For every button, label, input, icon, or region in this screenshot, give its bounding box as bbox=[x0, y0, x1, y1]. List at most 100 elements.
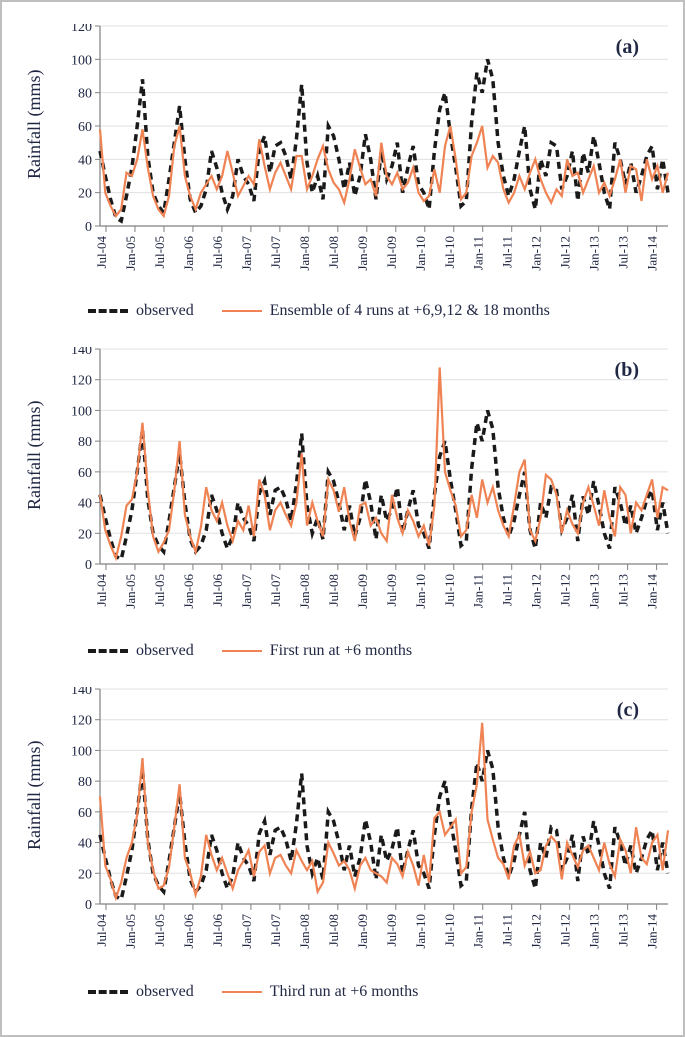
svg-text:Jan-06: Jan-06 bbox=[181, 914, 196, 949]
svg-text:Jul-07: Jul-07 bbox=[268, 574, 283, 607]
svg-text:Jan-11: Jan-11 bbox=[471, 236, 486, 270]
svg-text:Jan-07: Jan-07 bbox=[239, 574, 254, 609]
svg-text:Jul-05: Jul-05 bbox=[152, 914, 167, 947]
svg-text:Jul-04: Jul-04 bbox=[94, 914, 109, 947]
legend-item-observed: observed bbox=[88, 642, 194, 660]
svg-text:Jul-13: Jul-13 bbox=[616, 236, 631, 269]
chart-svg-b: 020406080100120140Jul-04Jan-05Jul-05Jan-… bbox=[18, 347, 672, 616]
legend-swatch-model bbox=[222, 991, 262, 993]
legend-label-observed: observed bbox=[136, 983, 194, 1001]
svg-text:Jan-13: Jan-13 bbox=[587, 574, 602, 609]
svg-text:120: 120 bbox=[71, 24, 92, 35]
svg-text:Jan-05: Jan-05 bbox=[123, 236, 138, 271]
svg-text:Jan-13: Jan-13 bbox=[587, 236, 602, 271]
svg-text:20: 20 bbox=[78, 187, 92, 202]
svg-text:100: 100 bbox=[71, 53, 92, 68]
svg-text:120: 120 bbox=[71, 374, 92, 389]
svg-text:20: 20 bbox=[78, 527, 92, 542]
legend-a: observed Ensemble of 4 runs at +6,9,12 & … bbox=[88, 296, 663, 326]
svg-text:140: 140 bbox=[71, 347, 92, 358]
svg-text:Jan-10: Jan-10 bbox=[413, 914, 428, 949]
legend-item-observed: observed bbox=[88, 302, 194, 320]
svg-text:60: 60 bbox=[78, 806, 92, 821]
svg-text:Jan-10: Jan-10 bbox=[413, 236, 428, 271]
svg-text:Jul-06: Jul-06 bbox=[210, 236, 225, 269]
svg-text:Jan-09: Jan-09 bbox=[355, 914, 370, 949]
legend-swatch-observed bbox=[88, 990, 128, 994]
svg-text:80: 80 bbox=[78, 435, 92, 450]
svg-text:Jan-06: Jan-06 bbox=[181, 236, 196, 271]
svg-text:Jan-14: Jan-14 bbox=[645, 236, 660, 271]
svg-text:Jan-13: Jan-13 bbox=[587, 914, 602, 949]
panel-c: Rainfall (mms)(c)020406080100120140Jul-0… bbox=[18, 687, 667, 962]
panel-b: Rainfall (mms)(b)020406080100120140Jul-0… bbox=[18, 347, 667, 622]
svg-text:Jul-08: Jul-08 bbox=[326, 914, 341, 947]
svg-text:Jul-12: Jul-12 bbox=[558, 236, 573, 269]
svg-text:Jul-07: Jul-07 bbox=[268, 914, 283, 947]
svg-text:Jul-08: Jul-08 bbox=[326, 574, 341, 607]
legend-label-observed: observed bbox=[136, 642, 194, 660]
svg-text:0: 0 bbox=[85, 558, 92, 573]
legend-item-model: First run at +6 months bbox=[222, 642, 412, 660]
svg-text:Jul-11: Jul-11 bbox=[500, 574, 515, 606]
svg-text:Jul-06: Jul-06 bbox=[210, 574, 225, 607]
svg-text:Jan-11: Jan-11 bbox=[471, 914, 486, 948]
svg-text:Jul-08: Jul-08 bbox=[326, 236, 341, 269]
legend-item-model: Ensemble of 4 runs at +6,9,12 & 18 month… bbox=[222, 302, 550, 320]
svg-text:Jan-12: Jan-12 bbox=[529, 574, 544, 609]
svg-text:Jan-14: Jan-14 bbox=[645, 914, 660, 949]
figure-root: Rainfall (mms)(a)020406080100120Jul-04Ja… bbox=[0, 0, 685, 1037]
svg-text:Jan-08: Jan-08 bbox=[297, 914, 312, 949]
svg-text:Jan-08: Jan-08 bbox=[297, 236, 312, 271]
svg-text:Jul-11: Jul-11 bbox=[500, 914, 515, 946]
svg-text:Jul-12: Jul-12 bbox=[558, 914, 573, 947]
svg-text:Jan-06: Jan-06 bbox=[181, 574, 196, 609]
legend-label-model: Third run at +6 months bbox=[270, 983, 419, 1001]
svg-text:Jul-13: Jul-13 bbox=[616, 914, 631, 947]
legend-item-model: Third run at +6 months bbox=[222, 983, 419, 1001]
svg-text:40: 40 bbox=[78, 497, 92, 512]
svg-text:Jul-05: Jul-05 bbox=[152, 574, 167, 607]
svg-text:Jan-08: Jan-08 bbox=[297, 574, 312, 609]
svg-text:Jan-11: Jan-11 bbox=[471, 574, 486, 608]
svg-text:0: 0 bbox=[85, 898, 92, 913]
svg-text:Jan-09: Jan-09 bbox=[355, 574, 370, 609]
chart-svg-a: 020406080100120Jul-04Jan-05Jul-05Jan-06J… bbox=[18, 24, 672, 278]
legend-swatch-model bbox=[222, 650, 262, 652]
legend-item-observed: observed bbox=[88, 983, 194, 1001]
series-observed bbox=[100, 750, 668, 899]
chart-svg-c: 020406080100120140Jul-04Jan-05Jul-05Jan-… bbox=[18, 687, 672, 956]
legend-label-model: Ensemble of 4 runs at +6,9,12 & 18 month… bbox=[270, 302, 550, 320]
svg-text:Jan-07: Jan-07 bbox=[239, 236, 254, 271]
svg-text:40: 40 bbox=[78, 837, 92, 852]
svg-text:Jul-04: Jul-04 bbox=[94, 574, 109, 607]
svg-text:80: 80 bbox=[78, 87, 92, 102]
legend-swatch-observed bbox=[88, 649, 128, 653]
svg-text:0: 0 bbox=[85, 220, 92, 235]
svg-text:Jul-12: Jul-12 bbox=[558, 574, 573, 607]
svg-text:Jul-09: Jul-09 bbox=[384, 574, 399, 607]
panel-a: Rainfall (mms)(a)020406080100120Jul-04Ja… bbox=[18, 24, 667, 284]
svg-text:Jul-13: Jul-13 bbox=[616, 574, 631, 607]
svg-text:Jan-05: Jan-05 bbox=[123, 914, 138, 949]
legend-label-observed: observed bbox=[136, 302, 194, 320]
svg-text:Jul-05: Jul-05 bbox=[152, 236, 167, 269]
series-model bbox=[100, 723, 668, 898]
svg-text:Jan-14: Jan-14 bbox=[645, 574, 660, 609]
svg-text:Jan-12: Jan-12 bbox=[529, 236, 544, 271]
svg-text:Jan-09: Jan-09 bbox=[355, 236, 370, 271]
legend-b: observed First run at +6 months bbox=[88, 636, 663, 666]
svg-text:80: 80 bbox=[78, 775, 92, 790]
svg-text:Jul-07: Jul-07 bbox=[268, 236, 283, 269]
svg-text:60: 60 bbox=[78, 120, 92, 135]
svg-text:Jul-04: Jul-04 bbox=[94, 236, 109, 269]
series-model bbox=[100, 367, 668, 558]
svg-text:100: 100 bbox=[71, 404, 92, 419]
svg-text:Jul-10: Jul-10 bbox=[442, 574, 457, 607]
svg-text:Jul-09: Jul-09 bbox=[384, 236, 399, 269]
svg-text:Jul-09: Jul-09 bbox=[384, 914, 399, 947]
svg-text:Jul-11: Jul-11 bbox=[500, 236, 515, 268]
svg-text:Jul-06: Jul-06 bbox=[210, 914, 225, 947]
svg-text:Jan-12: Jan-12 bbox=[529, 914, 544, 949]
svg-text:120: 120 bbox=[71, 714, 92, 729]
